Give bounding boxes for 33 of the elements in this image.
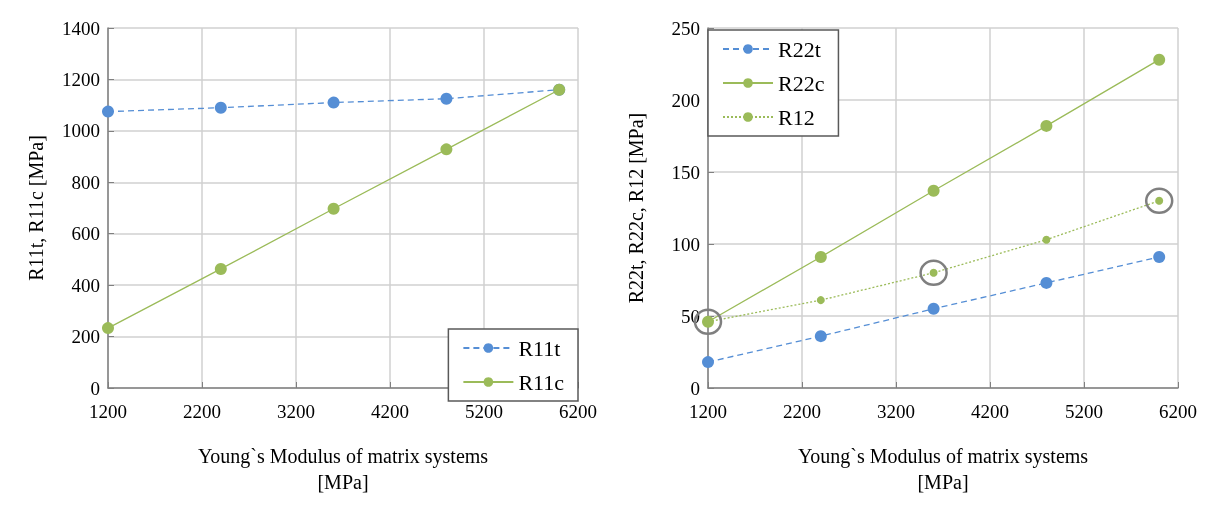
x-tick-label: 5200 bbox=[465, 401, 503, 422]
x-axis-title: Young`s Modulus of matrix systems [MPa] bbox=[197, 445, 489, 493]
x-tick-label: 6200 bbox=[559, 401, 597, 422]
y-tick-label: 600 bbox=[71, 223, 100, 245]
x-tick-label: 6200 bbox=[1159, 401, 1197, 422]
y-axis-title: R22t, R22c, R12 [MPa] bbox=[625, 112, 647, 304]
legend-label: R22t bbox=[778, 36, 821, 62]
y-tick-label: 1400 bbox=[62, 17, 100, 39]
y-tick-label: 200 bbox=[671, 89, 700, 111]
y-tick-label: 100 bbox=[671, 233, 700, 255]
x-tick-label: 3200 bbox=[277, 401, 315, 422]
y-tick-label: 250 bbox=[671, 17, 700, 39]
y-tick-label: 0 bbox=[690, 377, 700, 399]
x-tick-label: 2200 bbox=[183, 401, 221, 422]
y-tick-label: 1000 bbox=[62, 120, 100, 142]
x-tick-label: 4200 bbox=[371, 401, 409, 422]
legend-label: R11t bbox=[518, 335, 561, 361]
y-tick-label: 0 bbox=[90, 377, 100, 399]
legend-label: R12 bbox=[778, 104, 815, 130]
x-tick-label: 5200 bbox=[1065, 401, 1103, 422]
y-tick-label: 150 bbox=[671, 161, 700, 183]
y-tick-label: 800 bbox=[71, 171, 100, 193]
y-tick-label: 200 bbox=[71, 326, 100, 348]
y-tick-label: 400 bbox=[71, 274, 100, 296]
y-axis-title: R11t, R11c [MPa] bbox=[25, 135, 47, 281]
x-tick-label: 2200 bbox=[783, 401, 821, 422]
y-tick-label: 1200 bbox=[62, 68, 100, 90]
legend-label: R11c bbox=[518, 369, 565, 395]
legend-label: R22c bbox=[778, 70, 825, 96]
x-tick-label: 1200 bbox=[89, 401, 127, 422]
x-tick-label: 3200 bbox=[877, 401, 915, 422]
x-tick-label: 4200 bbox=[971, 401, 1009, 422]
x-axis-title: Young`s Modulus of matrix systems [MPa] bbox=[797, 445, 1089, 493]
